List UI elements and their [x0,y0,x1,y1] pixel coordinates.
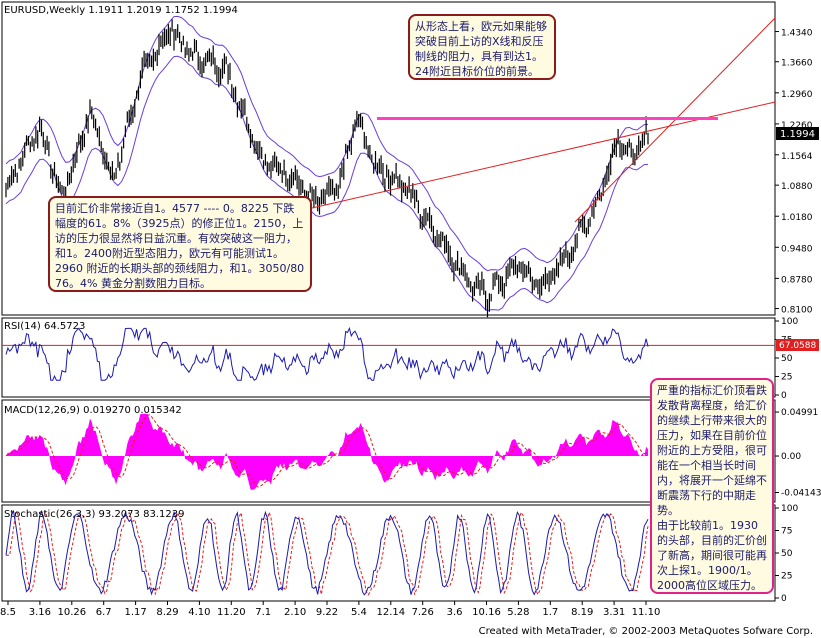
x-tick-label: 11.20 [217,607,246,618]
current-price-tag [776,127,819,140]
macd-histogram [6,413,648,490]
price-tick-label: 1.0880 [781,182,813,192]
macd-series: 0.04991 0.00 -0.04143 [5,408,821,498]
note-top: 从形态上看，欧元如果能够突破目前上访的X线和反压制线的阻力，具有到达1。24附近… [408,14,556,80]
note-right: 严重的指标汇价顶看跌发散背离程度，给汇价的继续上行带来很大的压力，如果在目前价位… [650,378,774,594]
x-tick-label: 8.5 [0,607,16,618]
price-panel [1,1,776,316]
note-left: 目前汇价非常接近自1。4577 ---- 0。8225 下跌幅度的61。8%（3… [48,196,312,292]
x-tick-label: 4.10 [188,607,210,618]
x-tick-label: 8.19 [571,607,593,618]
price-tick-label: 1.3660 [781,59,813,69]
axis-tick-label: 50 [781,549,793,559]
axis-tick-label: 0 [781,594,787,604]
x-tick-label: 8.29 [156,607,178,618]
time-axis: 8.5 3.16 10.26 6.7 1.17 8.29 4.10 11.20 7.1 2.10 9… [0,601,660,618]
price-tick-label: 0.8780 [781,275,813,285]
x-tick-label: 2.10 [284,607,306,618]
price-tick-label: 1.4340 [781,29,813,39]
rsi-marker-tag [776,339,819,351]
price-axis: 1.4340 1.3660 1.2960 1.2260 1.1564 1.0880 1.01… [775,29,813,316]
rsi-marker-label: 67.0588 [779,341,816,351]
x-tick-label: 1.7 [542,607,558,618]
axis-tick-label: 0.04991 [781,408,818,418]
x-tick-label: 10.16 [472,607,501,618]
x-tick-label: 7.26 [412,607,434,618]
x-tick-label: 1.17 [124,607,146,618]
axis-tick-label: 100 [781,317,798,327]
price-bars [5,19,649,318]
x-tick-label: 7.1 [255,607,271,618]
x-tick-label: 9.22 [316,607,338,618]
stoch-main-line [5,509,649,596]
price-tick-label: 1.0180 [781,213,813,223]
x-tick-label: 10.26 [57,607,86,618]
x-tick-label: 3.16 [29,607,51,618]
price-tick-label: 1.2260 [781,121,813,131]
axis-tick-label: 100 [781,504,798,514]
stochastic-series: 100 75 50 25 0 [5,504,798,604]
footer-credit: Created with MetaTrader, © 2002-2003 Met… [478,626,813,637]
x-tick-label: 3.31 [603,607,625,618]
x-tick-label: 5.4 [351,607,367,618]
price-tick-label: 1.2960 [781,90,813,100]
axis-tick-label: -0.04143 [781,488,821,498]
upper-band [5,15,649,272]
axis-tick-label: 25 [781,373,792,383]
x-tick-label: 5.28 [507,607,529,618]
axis-tick-label: 75 [781,527,792,537]
price-header: EURUSD,Weekly 1.1911 1.2019 1.1752 1.199… [4,5,238,16]
price-tick-label: 1.1564 [781,152,813,162]
axis-tick-label: 25 [781,572,792,582]
trend-lines [311,17,776,223]
macd-label: MACD(12,26,9) 0.019270 0.015342 [4,405,182,416]
macd-signal-line [5,414,649,488]
stoch-label: Stochastic(26,3,3) 93.2073 83.1239 [4,509,184,520]
axis-tick-label: 50 [781,354,793,364]
rsi-line [5,326,649,381]
axis-tick-label: 0.00 [781,452,801,462]
axis-tick-label: 0 [781,391,787,401]
x-tick-label: 6.7 [96,607,112,618]
price-tick-label: 0.9480 [781,244,813,254]
rsi-label: RSI(14) 64.5723 [4,321,85,332]
macd-panel [1,399,776,503]
x-tick-label: 12.14 [376,607,405,618]
x-tick-label: 3.6 [447,607,463,618]
current-price-label: 1.1994 [780,129,815,140]
x-tick-label: 11.10 [632,607,661,618]
price-tick-label: 0.8100 [781,306,813,316]
